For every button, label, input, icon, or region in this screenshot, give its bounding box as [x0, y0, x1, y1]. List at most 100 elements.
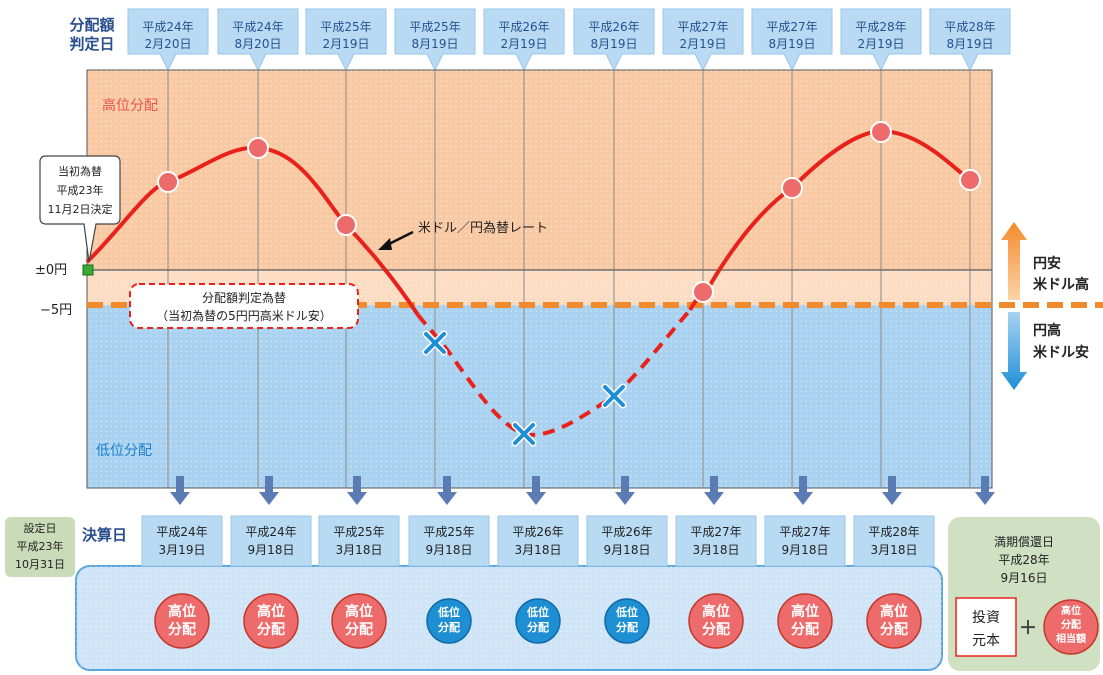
svg-text:平成25年: 平成25年	[333, 525, 384, 539]
judgment-date-1: 平成24年 2月20日	[127, 8, 209, 72]
svg-text:平成23年: 平成23年	[17, 539, 64, 553]
svg-text:分配: 分配	[702, 622, 730, 638]
svg-text:元本: 元本	[972, 633, 1000, 649]
svg-text:高位: 高位	[257, 603, 285, 620]
date-gridlines	[167, 70, 971, 488]
high-distribution-badge: 高位分配	[154, 593, 210, 649]
svg-text:平成28年: 平成28年	[855, 20, 906, 34]
svg-text:3月18日: 3月18日	[336, 543, 383, 557]
low-marker	[511, 421, 537, 447]
svg-text:2月19日: 2月19日	[501, 37, 548, 51]
svg-text:平成27年: 平成27年	[677, 20, 728, 34]
svg-text:平成26年: 平成26年	[512, 525, 563, 539]
svg-text:平成24年: 平成24年	[245, 525, 296, 539]
settlement-date-3: 平成25年 3月18日	[318, 515, 400, 567]
down-arrow	[704, 476, 724, 505]
settlement-arrows	[170, 476, 995, 505]
svg-text:8月19日: 8月19日	[947, 37, 994, 51]
judgment-date-7: 平成27年 2月19日	[662, 8, 744, 72]
svg-text:平成28年: 平成28年	[944, 20, 995, 34]
svg-text:3月19日: 3月19日	[159, 543, 206, 557]
judgment-date-10: 平成28年 8月19日	[929, 8, 1011, 72]
svg-text:判定日: 判定日	[69, 35, 114, 53]
settlement-date-7: 平成27年 3月18日	[675, 515, 757, 567]
high-marker	[781, 177, 803, 199]
svg-text:当初為替: 当初為替	[58, 164, 102, 178]
svg-text:分配額: 分配額	[69, 16, 114, 34]
svg-text:平成26年: 平成26年	[588, 20, 639, 34]
svg-text:分配: 分配	[527, 620, 549, 634]
judgment-date-9: 平成28年 2月19日	[840, 8, 922, 72]
svg-text:平成26年: 平成26年	[498, 20, 549, 34]
svg-text:（当初為替の5円円高米ドル安）: （当初為替の5円円高米ドル安）	[156, 308, 332, 323]
svg-text:投資: 投資	[972, 610, 1000, 626]
svg-text:相当額: 相当額	[1056, 632, 1086, 645]
svg-text:11月2日決定: 11月2日決定	[48, 202, 113, 216]
svg-text:低位: 低位	[437, 605, 460, 619]
settlement-dates: 平成24年 3月19日 平成24年 9月18日 平成25年 3月18日 平成25年 9月18日…	[141, 515, 935, 567]
svg-text:平成27年: 平成27年	[766, 20, 817, 34]
svg-text:9月16日: 9月16日	[1001, 571, 1048, 585]
svg-text:高位: 高位	[1061, 604, 1081, 617]
svg-text:円安: 円安	[1033, 255, 1061, 272]
high-marker	[959, 169, 981, 191]
settlement-date-5: 平成26年 3月18日	[497, 515, 579, 567]
svg-text:分配: 分配	[257, 622, 285, 638]
judgment-date-2: 平成24年 8月20日	[217, 8, 299, 72]
initial-point	[82, 264, 94, 276]
down-arrow	[347, 476, 367, 505]
yen-weak-arrow	[1001, 222, 1027, 300]
low-marker	[601, 383, 627, 409]
side-legend: 円安 米ドル高 円高 米ドル安	[1001, 222, 1089, 390]
high-distribution-badge: 高位分配	[866, 593, 922, 649]
svg-text:9月18日: 9月18日	[604, 543, 651, 557]
svg-text:8月19日: 8月19日	[412, 37, 459, 51]
judgment-date-8: 平成27年 8月19日	[751, 8, 833, 72]
svg-text:分配: 分配	[168, 622, 196, 638]
low-distribution-badge: 低位分配	[604, 598, 650, 644]
curve-label: 米ドル／円為替レート	[378, 220, 548, 250]
high-distribution-badge: 高位分配	[688, 593, 744, 649]
svg-text:分配: 分配	[345, 622, 373, 638]
high-distribution-badge: 高位分配	[243, 593, 299, 649]
svg-text:8月20日: 8月20日	[235, 37, 282, 51]
initial-rate-callout: 当初為替 平成23年 11月2日決定	[39, 155, 121, 263]
svg-text:平成28年: 平成28年	[998, 553, 1049, 567]
down-arrow	[170, 476, 190, 505]
judgment-date-3: 平成25年 2月19日	[305, 8, 387, 72]
svg-text:低位: 低位	[615, 605, 638, 619]
svg-text:8月19日: 8月19日	[769, 37, 816, 51]
judgment-date-4: 平成25年 8月19日	[394, 8, 476, 72]
low-zone-label: 低位分配	[96, 443, 152, 459]
svg-text:米ドル高: 米ドル高	[1033, 276, 1089, 293]
svg-text:平成24年: 平成24年	[232, 20, 283, 34]
svg-text:平成25年: 平成25年	[409, 20, 460, 34]
svg-text:米ドル安: 米ドル安	[1033, 344, 1089, 361]
svg-text:分配: 分配	[616, 620, 638, 634]
down-arrow	[793, 476, 813, 505]
svg-text:3月18日: 3月18日	[693, 543, 740, 557]
svg-text:2月19日: 2月19日	[680, 37, 727, 51]
svg-text:8月19日: 8月19日	[591, 37, 638, 51]
high-marker	[692, 281, 714, 303]
svg-text:分配額判定為替: 分配額判定為替	[202, 290, 286, 305]
svg-text:高位: 高位	[168, 603, 196, 620]
settlement-date-4: 平成25年 9月18日	[408, 515, 490, 567]
svg-text:平成23年: 平成23年	[57, 183, 104, 197]
svg-text:設定日: 設定日	[24, 521, 57, 535]
low-distribution-badge: 低位分配	[426, 598, 472, 644]
judgment-date-6: 平成26年 8月19日	[573, 8, 655, 72]
high-distribution-badge: 高位分配	[777, 593, 833, 649]
svg-text:平成25年: 平成25年	[320, 20, 371, 34]
svg-text:高位: 高位	[345, 603, 373, 620]
svg-text:米ドル／円為替レート: 米ドル／円為替レート	[418, 220, 548, 236]
svg-text:平成24年: 平成24年	[142, 20, 193, 34]
settlement-label: 決算日	[82, 526, 127, 544]
svg-text:満期償還日: 満期償還日	[994, 535, 1054, 549]
svg-text:高位: 高位	[880, 603, 908, 620]
svg-text:3月18日: 3月18日	[871, 543, 918, 557]
svg-text:平成25年: 平成25年	[423, 525, 474, 539]
svg-text:分配: 分配	[438, 620, 460, 634]
svg-text:分配: 分配	[1061, 618, 1081, 631]
